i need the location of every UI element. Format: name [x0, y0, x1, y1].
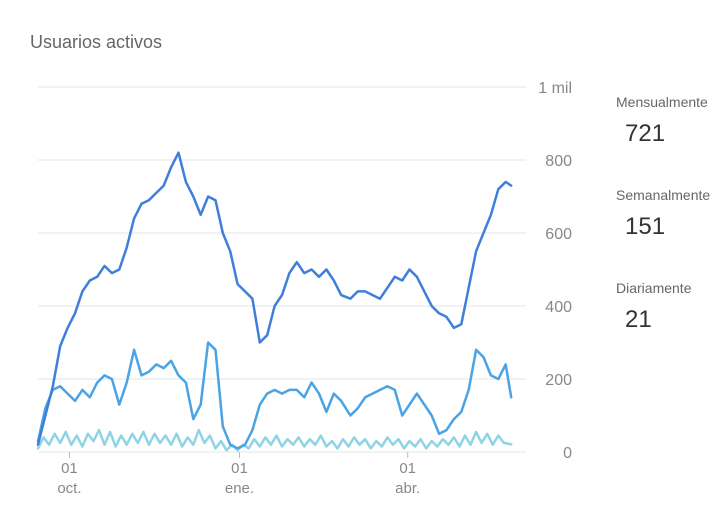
- legend-label-monthly: Mensualmente: [616, 94, 708, 110]
- y-tick-label: 0: [563, 445, 572, 462]
- legend-item-daily[interactable]: Diariamente 21: [616, 280, 723, 334]
- legend-value-daily: 21: [625, 306, 652, 333]
- series-line-semanalmente: [36, 341, 513, 450]
- card-title: Usuarios activos: [30, 32, 163, 52]
- x-tick-day: 01: [399, 460, 416, 477]
- series-line-mensualmente: [36, 151, 513, 446]
- x-tick-month: oct.: [57, 480, 81, 497]
- legend-label-daily: Diariamente: [616, 280, 692, 296]
- legend-value-weekly: 151: [625, 213, 666, 240]
- x-tick-day: 01: [231, 460, 248, 477]
- legend-label-weekly: Semanalmente: [616, 187, 711, 203]
- x-tick-month: ene.: [225, 480, 254, 497]
- x-tick-day: 01: [61, 460, 78, 477]
- y-tick-label: 600: [545, 226, 572, 243]
- legend-item-weekly[interactable]: Semanalmente 151: [616, 187, 723, 241]
- y-tick-label: 1 mil: [538, 80, 572, 97]
- legend-value-monthly: 721: [625, 120, 666, 147]
- y-tick-label: 200: [545, 372, 572, 389]
- legend-item-monthly[interactable]: Mensualmente 721: [616, 94, 723, 148]
- y-tick-label: 800: [545, 153, 572, 170]
- y-tick-label: 400: [545, 299, 572, 316]
- x-tick-month: abr.: [395, 480, 420, 497]
- series-line-diariamente: [36, 428, 513, 452]
